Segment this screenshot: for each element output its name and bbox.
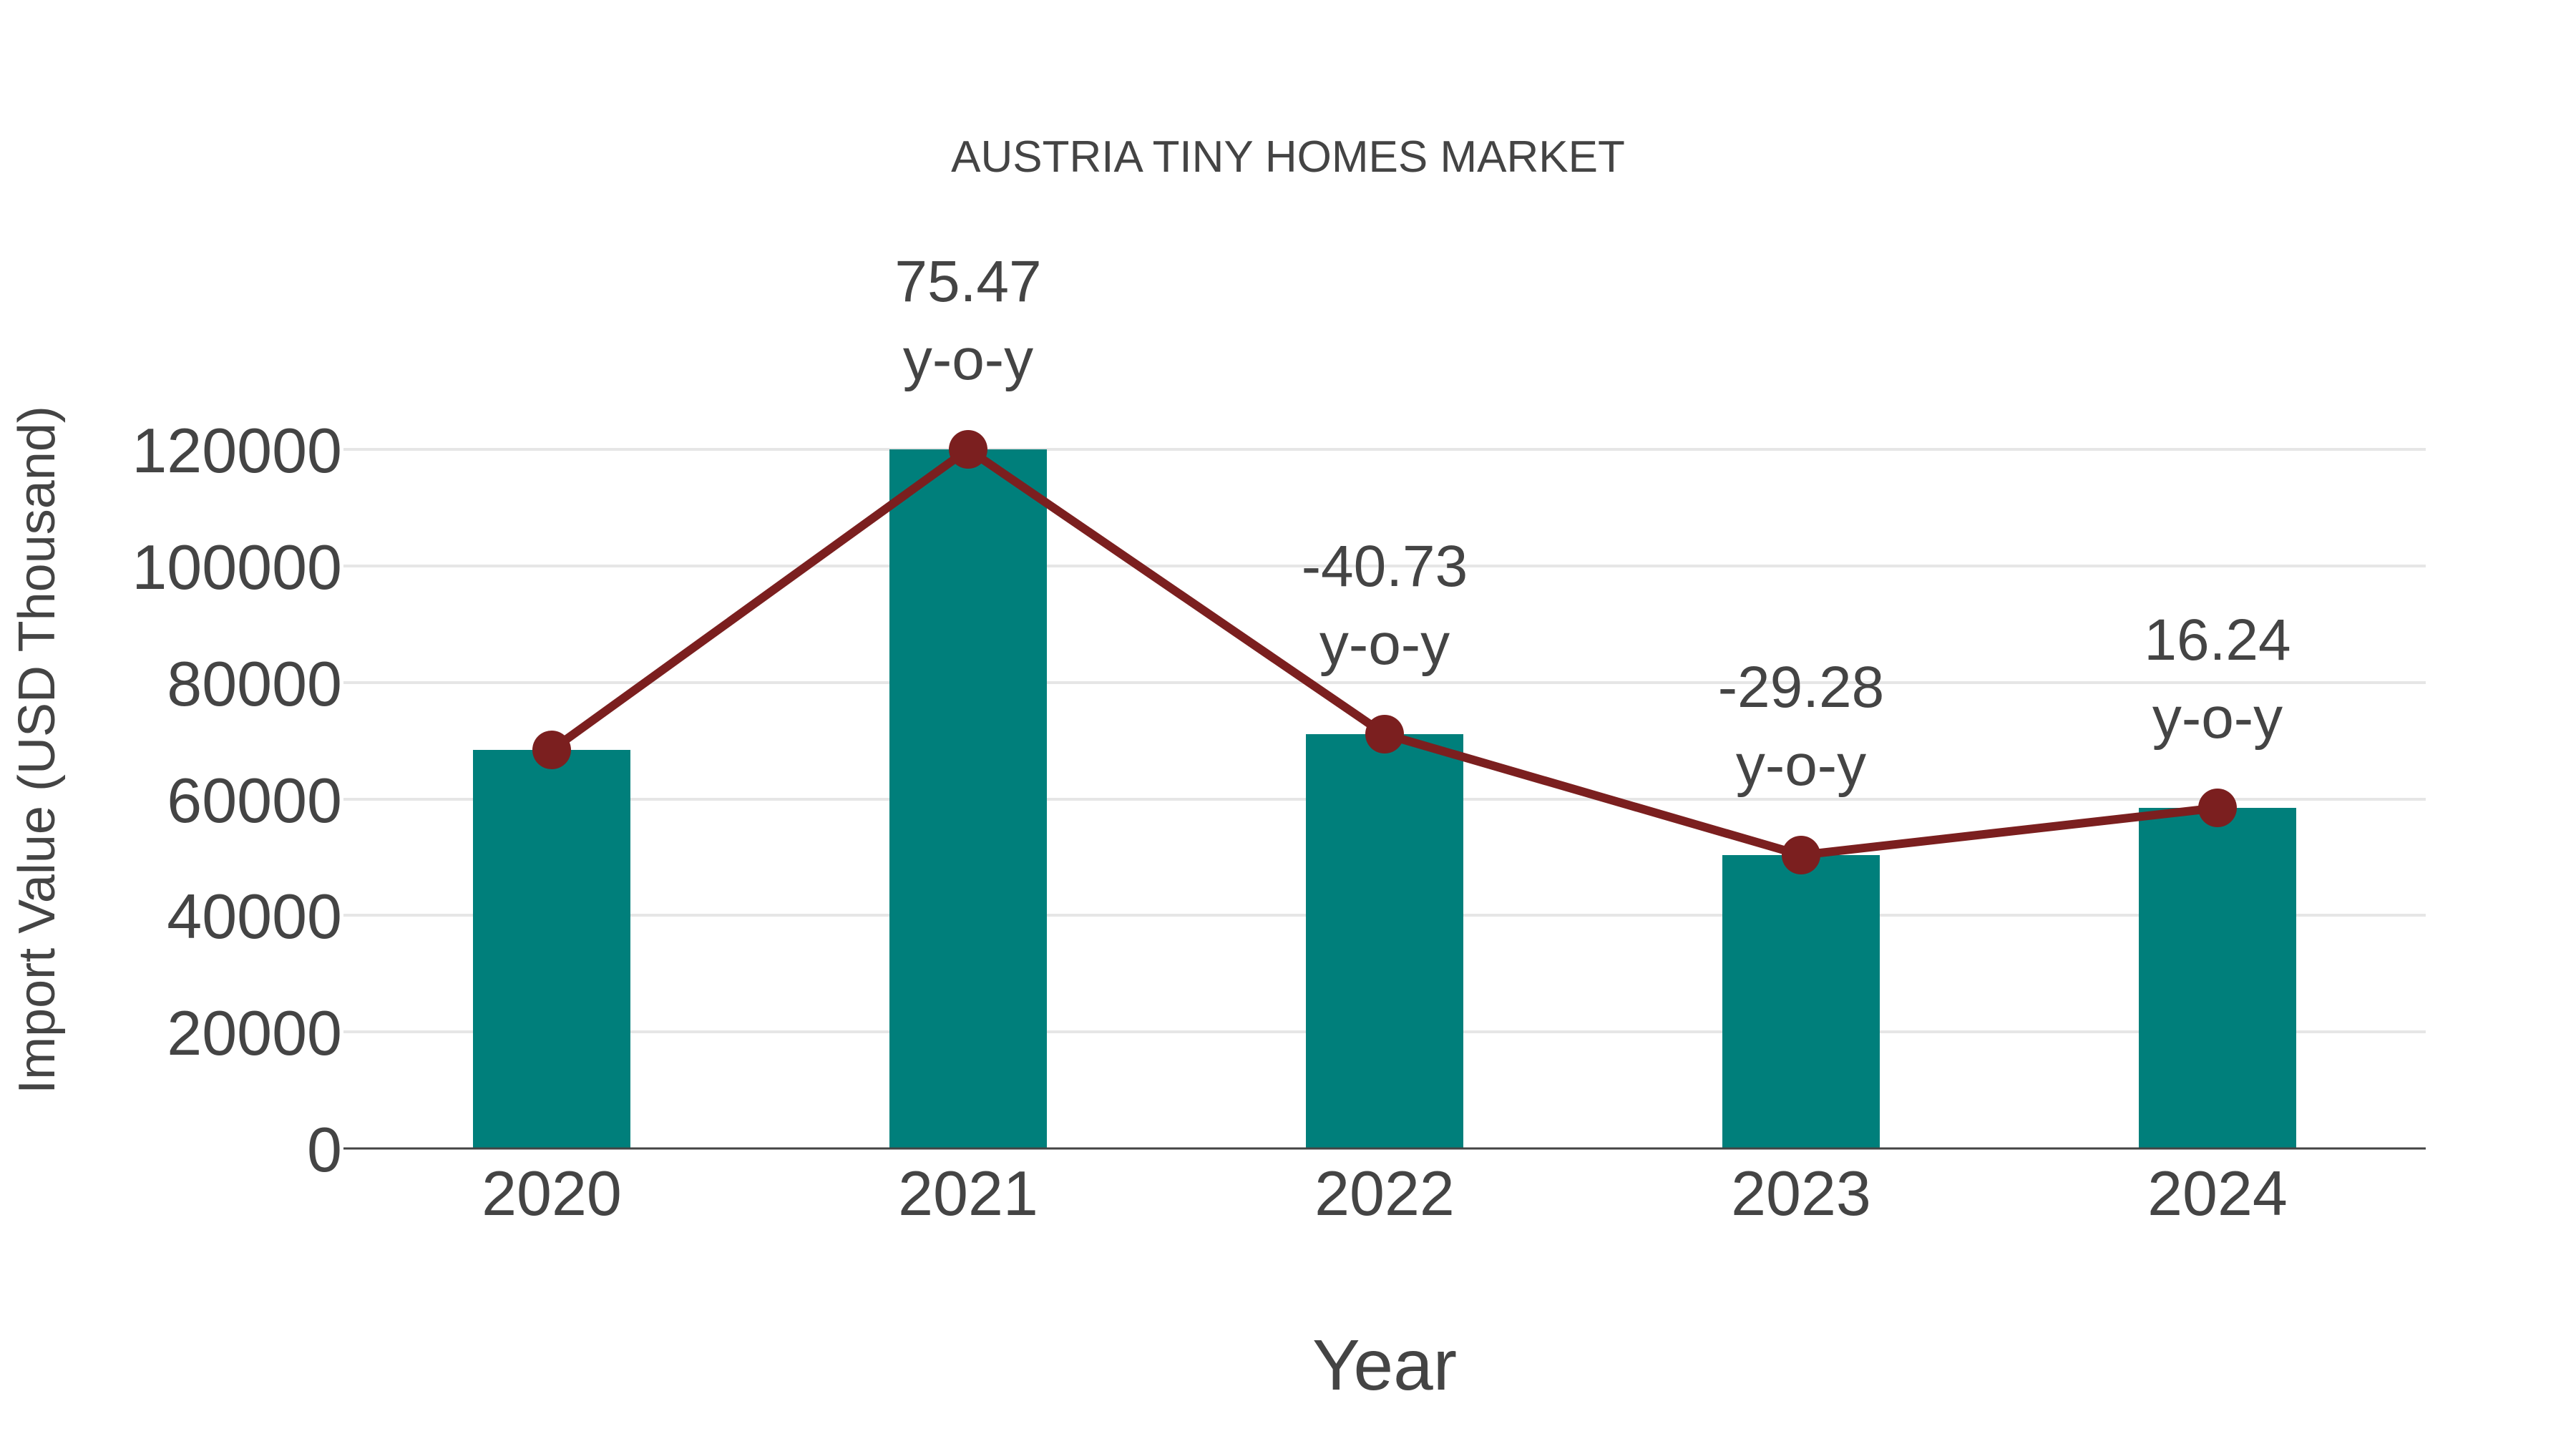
marker-2021[interactable] [949,430,987,469]
annotation-2022-value: -40.73 [1302,534,1468,599]
annotation-2022-label: y-o-y [1319,612,1450,677]
marker-2023[interactable] [1782,836,1820,874]
marker-2022[interactable] [1365,715,1404,753]
x-tick-2021: 2021 [898,1158,1038,1229]
x-tick-2022: 2022 [1314,1158,1455,1229]
bars [473,449,2296,1148]
marker-2020[interactable] [532,731,571,769]
y-tick-100000: 100000 [132,532,342,602]
bar-2023[interactable] [1722,855,1880,1148]
bar-2020[interactable] [473,750,630,1148]
annotation-2024-label: y-o-y [2152,686,2283,751]
y-tick-120000: 120000 [132,415,342,486]
x-axis-title: Year [1312,1325,1457,1405]
annotation-2024-value: 16.24 [2144,608,2290,673]
annotation-2021-value: 75.47 [894,249,1041,314]
y-tick-60000: 60000 [167,765,342,836]
annotation-2023-label: y-o-y [1736,733,1866,798]
trend-markers [532,430,2237,874]
y-tick-0: 0 [307,1114,342,1185]
x-axis-ticks: 2020 2021 2022 2023 2024 [482,1158,2288,1229]
bar-2022[interactable] [1306,734,1463,1148]
chart-title: AUSTRIA TINY HOMES MARKET [951,132,1625,182]
y-axis-ticks: 0 20000 40000 60000 80000 100000 120000 [132,415,342,1185]
annotation-2023-value: -29.28 [1718,655,1885,720]
x-tick-2024: 2024 [2147,1158,2288,1229]
y-tick-40000: 40000 [167,881,342,952]
bar-2024[interactable] [2139,808,2296,1148]
marker-2024[interactable] [2198,789,2237,827]
y-axis-title: Import Value (USD Thousand) [9,406,66,1094]
yoy-annotations: 75.47 y-o-y -40.73 y-o-y -29.28 y-o-y 16… [894,249,2290,798]
y-tick-20000: 20000 [167,997,342,1068]
x-tick-2020: 2020 [482,1158,622,1229]
y-tick-80000: 80000 [167,648,342,719]
x-tick-2023: 2023 [1731,1158,1871,1229]
bar-2021[interactable] [889,449,1047,1148]
annotation-2021-label: y-o-y [903,327,1033,392]
